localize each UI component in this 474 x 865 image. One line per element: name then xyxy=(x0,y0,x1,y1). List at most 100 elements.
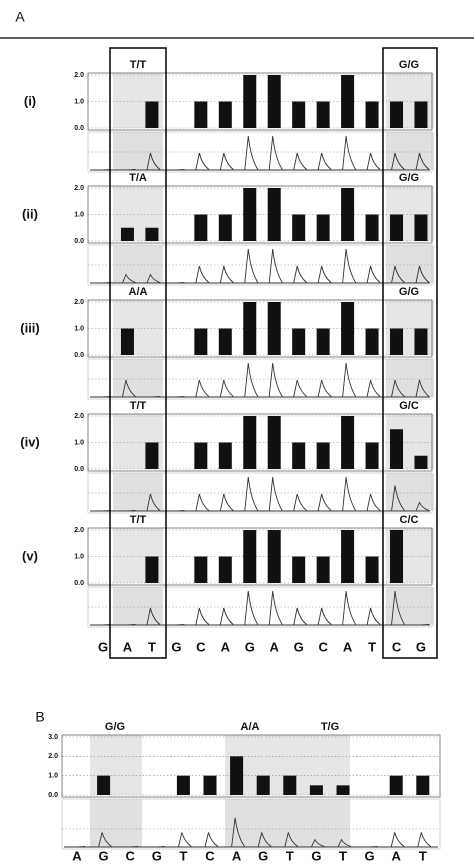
genotype-label: G/G xyxy=(399,172,419,184)
bar xyxy=(283,775,297,795)
x-tick-label: A xyxy=(221,639,231,654)
x-tick-label: C xyxy=(196,639,206,654)
panel-label: A xyxy=(15,9,25,25)
bar xyxy=(390,429,404,469)
bar xyxy=(243,302,257,355)
trace-peak xyxy=(342,248,356,284)
trace-peak xyxy=(244,135,259,171)
trace-peak xyxy=(317,607,332,626)
trace-peak xyxy=(268,362,283,398)
shade xyxy=(386,245,434,283)
x-tick-label: C xyxy=(126,848,136,863)
trace-peak xyxy=(293,493,307,512)
trace-peak xyxy=(391,485,405,512)
trace-peak xyxy=(219,379,234,398)
bar xyxy=(390,101,404,128)
genotype-label: A/A xyxy=(129,286,148,298)
trace-peak xyxy=(122,379,136,398)
trace-peak xyxy=(219,152,234,171)
bar xyxy=(256,775,270,795)
bar xyxy=(267,416,281,469)
x-tick-label: A xyxy=(72,848,82,863)
trace-peak xyxy=(310,838,325,848)
bar xyxy=(336,785,350,795)
trace-frame xyxy=(61,798,441,850)
bar xyxy=(292,556,306,583)
x-tick-label: G xyxy=(98,639,108,654)
trace-peak xyxy=(98,169,112,171)
trace-peak xyxy=(366,265,381,284)
bar xyxy=(365,442,379,469)
x-tick-label: T xyxy=(148,639,156,654)
trace-peak xyxy=(244,476,259,512)
trace-peak xyxy=(146,152,161,171)
bar xyxy=(292,442,306,469)
trace-peak xyxy=(204,832,219,848)
shade xyxy=(113,300,163,355)
trace-peak xyxy=(415,379,430,398)
row-label: (iv) xyxy=(20,434,40,449)
bar xyxy=(341,302,355,355)
x-tick-label: G xyxy=(152,848,162,863)
y-tick-label: 2.0 xyxy=(48,753,58,760)
x-tick-label: G xyxy=(99,848,109,863)
trace-peak xyxy=(364,846,378,848)
bar xyxy=(292,328,306,355)
trace-peak xyxy=(171,282,185,284)
bar xyxy=(365,556,379,583)
shade xyxy=(90,799,142,847)
bar xyxy=(414,101,428,128)
trace-peak xyxy=(391,152,405,171)
x-tick-label: T xyxy=(286,848,294,863)
bar xyxy=(292,101,306,128)
x-tick-label: C xyxy=(318,639,328,654)
trace-peak xyxy=(231,817,245,848)
trace-peak xyxy=(98,396,112,398)
trace-peak xyxy=(151,846,165,848)
trace-peak xyxy=(293,265,307,284)
bar xyxy=(145,227,159,241)
trace-peak xyxy=(122,624,136,626)
bar xyxy=(390,530,404,583)
trace-peak xyxy=(122,169,136,171)
trace-peak xyxy=(257,832,272,848)
bar xyxy=(341,75,355,128)
trace-peak xyxy=(284,832,299,848)
trace-peak xyxy=(366,607,381,626)
trace-peak xyxy=(244,362,259,398)
trace-peak xyxy=(146,396,160,398)
trace-peak xyxy=(366,493,381,512)
bar xyxy=(292,214,306,241)
highlight-box xyxy=(109,47,167,659)
x-tick-label: G xyxy=(311,848,321,863)
x-tick-label: G xyxy=(365,848,375,863)
trace-peak xyxy=(122,273,136,284)
shade xyxy=(386,359,434,397)
trace-peak xyxy=(219,493,234,512)
trace-peak xyxy=(415,265,430,284)
bar xyxy=(341,530,355,583)
bar xyxy=(316,328,330,355)
bar xyxy=(120,328,134,355)
trace-peak xyxy=(122,510,136,512)
trace-peak xyxy=(98,624,112,626)
y-tick-label: 2.0 xyxy=(74,72,84,79)
y-tick-label: 1.0 xyxy=(74,439,84,446)
bar xyxy=(194,214,208,241)
trace-peak xyxy=(72,846,86,848)
bar xyxy=(194,556,208,583)
bar xyxy=(194,101,208,128)
bar xyxy=(365,101,379,128)
trace-peak xyxy=(195,265,210,284)
trace-peak xyxy=(146,493,161,512)
bar xyxy=(414,214,428,241)
y-tick-label: 1.0 xyxy=(48,773,58,780)
bar xyxy=(341,416,355,469)
bar xyxy=(309,785,323,795)
bar xyxy=(267,530,281,583)
bar xyxy=(316,101,330,128)
bar xyxy=(218,442,232,469)
trace-peak xyxy=(244,248,259,284)
y-tick-label: 1.0 xyxy=(74,553,84,560)
genotype-label: G/G xyxy=(105,721,125,733)
